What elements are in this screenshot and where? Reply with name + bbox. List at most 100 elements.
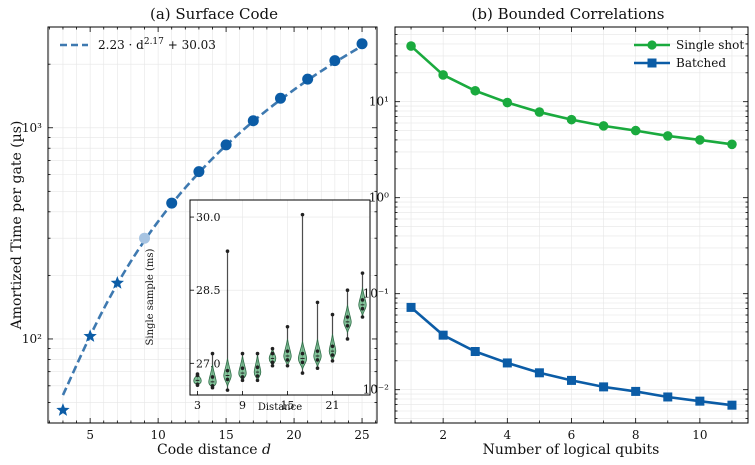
legend-single-shot-label: Single shot — [676, 38, 744, 52]
right-title: (b) Bounded Correlations — [472, 5, 665, 23]
inset-ytick-label: 27.0 — [196, 357, 221, 370]
star-point — [56, 403, 70, 416]
violin-sample — [240, 351, 245, 356]
right-ytick-label: 10⁻¹ — [363, 287, 389, 301]
violin-sample — [195, 373, 200, 378]
violin-sample — [240, 366, 245, 370]
batched-point — [470, 347, 480, 357]
batched-point — [502, 358, 512, 368]
violin-sample — [315, 366, 320, 370]
right-ytick-label: 10⁻² — [363, 383, 390, 397]
left-xtick-label: 25 — [354, 428, 369, 442]
legend-batched-label: Batched — [676, 56, 726, 70]
left-xtick-label: 20 — [286, 428, 301, 442]
right-xtick-label: 2 — [439, 428, 447, 442]
violin-sample — [210, 383, 215, 388]
right-xlabel: Number of logical qubits — [483, 442, 660, 458]
violin-sample — [240, 378, 245, 383]
circle-point — [247, 115, 259, 127]
left-data — [56, 38, 368, 416]
violin-sample — [360, 315, 365, 319]
inset-xlabel: Distance — [258, 402, 302, 413]
violin-sample — [330, 353, 335, 357]
right-grid — [395, 26, 748, 423]
circle-point — [356, 38, 368, 50]
right-xtick-label: 10 — [692, 428, 707, 442]
right-ytick-label: 10¹ — [369, 95, 389, 109]
circle-point — [166, 197, 178, 209]
violin-sample — [300, 360, 305, 365]
left-ytick-label: 10³ — [22, 121, 42, 135]
violin-sample — [285, 349, 290, 353]
batched-point — [727, 400, 737, 410]
violin-sample — [345, 288, 350, 292]
violin-sample — [345, 315, 350, 319]
single-shot-point — [662, 131, 673, 141]
violin-sample — [330, 344, 335, 349]
violin-sample — [345, 323, 350, 328]
batched-point — [534, 368, 544, 378]
violin-sample — [285, 358, 290, 362]
batched-point — [567, 375, 576, 385]
circle-point — [193, 166, 205, 178]
violin-sample — [270, 351, 275, 356]
violin-sample — [270, 346, 275, 351]
violin-sample — [225, 249, 230, 253]
circle-point — [329, 55, 341, 67]
right-xtick-label: 6 — [568, 428, 576, 442]
violin-sample — [315, 349, 320, 353]
violin-sample — [210, 351, 215, 356]
left-xtick-label: 15 — [218, 428, 233, 442]
single-shot-point — [727, 139, 737, 150]
violin-sample — [360, 271, 365, 275]
legend-fit-label: 2.23 · d2.17 + 30.03 — [98, 37, 216, 52]
right-xtick-label: 4 — [503, 428, 511, 442]
violin-sample — [300, 351, 305, 356]
single-shot-point — [470, 85, 481, 96]
right-ytick-label: 10⁰ — [369, 191, 389, 205]
inset-violins — [193, 212, 367, 392]
violin-sample — [300, 212, 305, 217]
violin-sample — [270, 363, 275, 368]
star-point — [110, 276, 124, 289]
violin-sample — [300, 371, 305, 375]
batched-point — [631, 386, 641, 396]
left-xtick-label: 10 — [150, 428, 165, 442]
single-shot-point — [406, 41, 416, 51]
single-shot-point — [566, 114, 577, 125]
left-ticks: 5 10 15 20 25 10² 10³ — [22, 26, 377, 442]
violin-sample — [195, 382, 200, 387]
inset: 3 9 15 21 27.0 28.5 30.0 Distance Single sampl… — [145, 199, 371, 413]
inset-frame — [189, 199, 371, 396]
single-shot-point — [534, 107, 545, 117]
left-xtick-label: 5 — [86, 428, 94, 442]
batched-point — [663, 392, 673, 402]
batched-point — [695, 396, 705, 406]
left-title: (a) Surface Code — [150, 5, 278, 23]
right-xtick-label: 8 — [632, 428, 640, 442]
violin-sample — [285, 324, 290, 329]
violin-sample — [315, 358, 320, 362]
violin-sample — [225, 388, 230, 392]
violin-sample — [345, 337, 350, 341]
violin-sample — [285, 363, 290, 368]
batched-point — [438, 330, 448, 340]
highlight-point — [139, 232, 151, 244]
inset-ticks: 3 9 15 21 27.0 28.5 30.0 — [190, 211, 340, 412]
single-shot-point — [438, 70, 448, 80]
violin-sample — [360, 298, 365, 302]
single-shot-point — [598, 121, 609, 131]
circle-point — [220, 139, 232, 151]
left-ytick-label: 10² — [22, 332, 42, 346]
legend-single-shot-marker — [647, 40, 657, 50]
violin-sample — [225, 368, 230, 373]
inset-xtick-label: 9 — [239, 399, 246, 412]
violin-sample — [330, 359, 335, 363]
circle-point — [302, 73, 314, 85]
inset-xtick-label: 21 — [326, 399, 340, 412]
right-ticks: 2 4 6 8 10 10⁻² 10⁻¹ 10⁰ 10¹ — [363, 26, 748, 442]
inset-xtick-label: 15 — [281, 399, 295, 412]
left-xlabel: Code distance d — [157, 442, 271, 458]
violin-sample — [270, 360, 275, 365]
